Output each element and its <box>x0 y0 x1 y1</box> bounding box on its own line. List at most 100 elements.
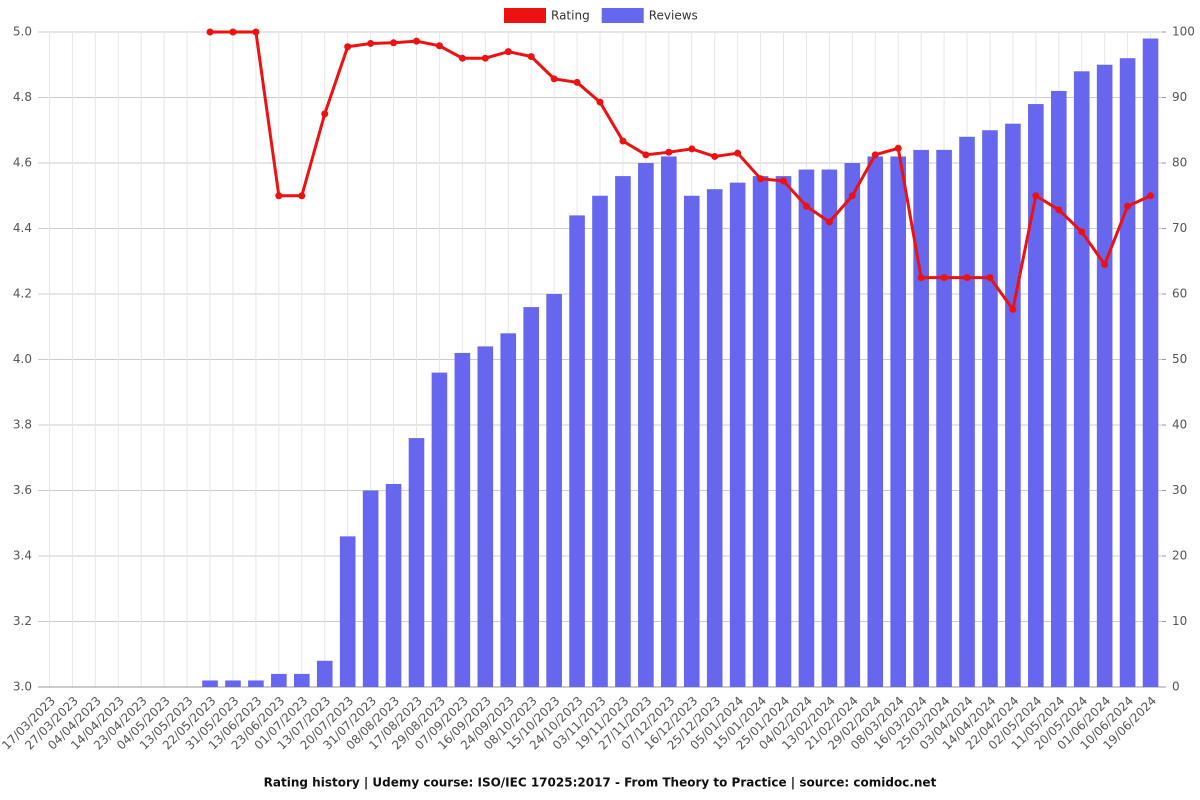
point <box>1078 228 1086 236</box>
bar <box>683 195 700 687</box>
bar <box>615 176 631 687</box>
bar <box>477 346 494 687</box>
bar <box>982 130 998 687</box>
point <box>527 53 535 61</box>
point <box>596 98 604 106</box>
point <box>986 274 994 282</box>
point <box>963 274 971 282</box>
point <box>825 218 833 226</box>
bar <box>729 182 746 687</box>
y2-tick-label: 30 <box>1172 483 1187 497</box>
bar <box>821 169 838 688</box>
point <box>1147 192 1155 200</box>
legend-label: Reviews <box>649 9 698 23</box>
point <box>1101 261 1109 269</box>
y2-tick-label: 80 <box>1172 156 1187 170</box>
bar <box>316 660 333 687</box>
y-tick-label: 4.0 <box>13 352 32 366</box>
bar <box>638 163 654 687</box>
bar <box>202 680 218 687</box>
y-tick-label: 3.0 <box>13 680 32 694</box>
bar <box>936 149 952 687</box>
point <box>871 151 879 159</box>
bar <box>546 294 562 687</box>
bar <box>752 176 769 687</box>
point <box>1124 202 1132 210</box>
y2-tick-label: 100 <box>1172 25 1195 39</box>
bar <box>293 673 310 687</box>
y-tick-label: 3.4 <box>13 549 32 563</box>
bar <box>592 195 608 687</box>
bar <box>1119 58 1136 687</box>
y2-tick-label: 20 <box>1172 549 1187 563</box>
point <box>252 28 260 36</box>
legend-swatch <box>504 8 546 23</box>
chart-title: Rating history | Udemy course: ISO/IEC 1… <box>264 776 937 790</box>
point <box>665 148 673 156</box>
point <box>298 192 306 200</box>
bar <box>408 438 425 687</box>
bar <box>798 169 815 688</box>
point <box>917 274 925 282</box>
bar <box>431 372 448 687</box>
point <box>619 137 627 145</box>
y-tick-label: 3.8 <box>13 418 32 432</box>
y2-tick-label: 40 <box>1172 418 1187 432</box>
point <box>848 192 856 200</box>
bar <box>271 673 287 687</box>
y2-tick-label: 50 <box>1172 352 1187 366</box>
point <box>504 48 512 56</box>
point <box>206 28 214 36</box>
bar <box>500 333 517 687</box>
point <box>940 274 948 282</box>
point <box>344 43 352 51</box>
point <box>894 144 902 152</box>
bar <box>661 156 677 687</box>
bar <box>1050 90 1067 687</box>
bar <box>1073 71 1090 688</box>
y2-tick-label: 60 <box>1172 287 1187 301</box>
bar <box>454 352 471 687</box>
bar <box>706 189 723 687</box>
point <box>688 145 696 153</box>
y-tick-label: 4.6 <box>13 156 32 170</box>
point <box>458 54 466 62</box>
legend-label: Rating <box>551 9 590 23</box>
legend-swatch <box>601 8 644 23</box>
bar <box>867 156 884 687</box>
point <box>573 78 581 86</box>
bar <box>225 680 241 687</box>
bar <box>569 215 585 687</box>
bar <box>1142 38 1159 688</box>
point <box>550 75 558 83</box>
bar <box>775 176 792 687</box>
y2-tick-label: 70 <box>1172 221 1187 235</box>
y2-tick-label: 90 <box>1172 90 1187 104</box>
y-tick-label: 4.2 <box>13 287 32 301</box>
point <box>412 37 420 45</box>
bar <box>913 149 929 687</box>
bar <box>844 163 861 687</box>
point <box>1009 305 1017 313</box>
point <box>367 39 375 47</box>
y-tick-label: 5.0 <box>13 25 32 39</box>
point <box>802 202 810 210</box>
line <box>210 30 1152 314</box>
bar <box>248 680 264 687</box>
point <box>435 42 443 50</box>
point <box>711 152 719 160</box>
point <box>321 110 329 118</box>
bar <box>890 156 907 687</box>
bar <box>339 536 356 687</box>
bar <box>1028 104 1044 688</box>
point <box>642 151 650 159</box>
y2-tick-label: 10 <box>1172 614 1187 628</box>
point <box>780 177 788 185</box>
y2-tick-label: 0 <box>1172 680 1180 694</box>
point <box>1055 206 1063 214</box>
point <box>390 39 398 47</box>
point <box>1032 192 1040 200</box>
point <box>275 192 283 200</box>
point <box>229 28 237 36</box>
